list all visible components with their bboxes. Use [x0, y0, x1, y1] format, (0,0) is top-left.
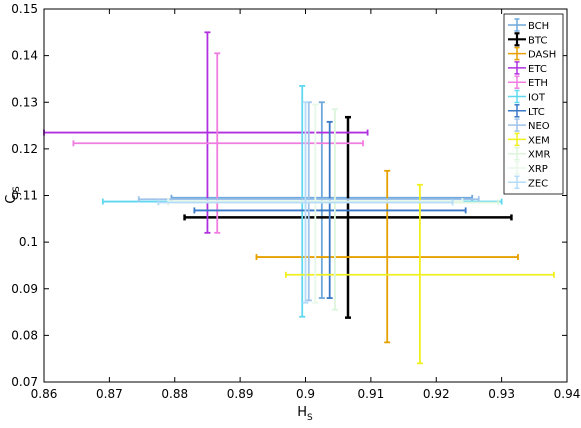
x-tick-label: 0.87 [96, 387, 123, 401]
errorbar-xem [284, 183, 555, 365]
x-tick-label: 0.93 [488, 387, 515, 401]
errorbar-zec [157, 101, 454, 304]
legend-label: BCH [528, 21, 549, 32]
y-tick-label: 0.08 [11, 328, 38, 342]
y-axis-label-main: C [4, 195, 19, 204]
legend-label: ETC [528, 64, 547, 75]
y-axis-label: CJS [4, 186, 22, 204]
legend-label: LTC [528, 107, 545, 118]
legend-label: XRP [528, 164, 548, 175]
y-tick-label: 0.07 [11, 375, 38, 389]
x-tick-label: 0.88 [161, 387, 188, 401]
legend-item-iot: IOT [508, 89, 546, 104]
y-tick-label: 0.14 [11, 49, 38, 63]
legend-label: IOT [528, 93, 546, 104]
ticks-layer: 0.86 0.87 0.88 0.89 0.9 0.91 0.92 0.93 0.94 0.07 0… [11, 2, 580, 401]
y-tick-label: 0.12 [11, 142, 38, 156]
legend-item-xem: XEM [508, 132, 550, 146]
legend-label: XEM [528, 135, 550, 146]
y-tick-label: 0.15 [11, 2, 38, 16]
legend-item-etc: ETC [508, 61, 547, 75]
legend-label: ZEC [528, 178, 548, 189]
legend-label: DASH [528, 50, 556, 61]
x-tick-label: 0.92 [423, 387, 450, 401]
legend-label: NEO [528, 121, 550, 132]
legend-item-btc: BTC [508, 32, 547, 47]
y-axis-label-sub: JS [12, 186, 22, 196]
legend-items: BCH BTC DASH ETC ETH IOT LTC NEO XEM XMR XRP ZEC [508, 18, 556, 189]
y-tick-label: 0.1 [19, 235, 38, 249]
x-tick-label: 0.89 [227, 387, 254, 401]
y-tick-label: 0.11 [11, 189, 38, 203]
legend-box [503, 13, 564, 195]
legend: BCH BTC DASH ETC ETH IOT LTC NEO XEM XMR XRP ZEC [503, 13, 564, 195]
legend-item-dash: DASH [508, 46, 556, 61]
x-tick-label: 0.91 [358, 387, 385, 401]
legend-label: XMR [528, 150, 550, 161]
legend-label: BTC [528, 35, 547, 46]
legend-item-zec: ZEC [508, 175, 548, 189]
errorbar-btc [183, 115, 513, 319]
legend-item-xmr: XMR [508, 146, 550, 161]
x-tick-label: 0.86 [31, 387, 58, 401]
legend-item-bch: BCH [508, 18, 549, 32]
y-tick-label: 0.09 [11, 282, 38, 296]
x-axis-label: HS [297, 405, 313, 423]
x-axis-label-main: H [297, 405, 307, 420]
legend-item-ltc: LTC [508, 104, 545, 118]
x-tick-label: 0.9 [296, 387, 315, 401]
x-axis-label-sub: S [307, 413, 313, 423]
legend-item-neo: NEO [508, 118, 550, 132]
legend-item-eth: ETH [508, 75, 548, 89]
legend-item-xrp: XRP [508, 161, 548, 175]
x-tick-label: 0.94 [554, 387, 581, 401]
errorbar-bch [170, 101, 474, 299]
legend-label: ETH [528, 78, 548, 89]
y-tick-label: 0.13 [11, 95, 38, 109]
